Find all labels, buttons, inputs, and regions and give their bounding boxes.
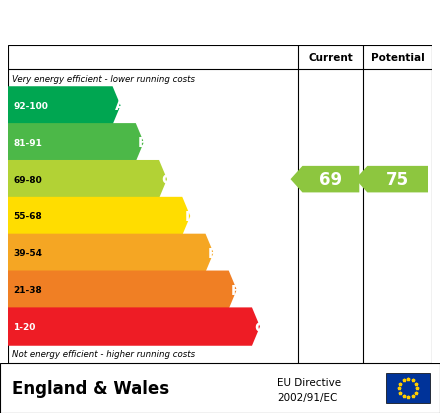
Text: D: D [184, 209, 196, 223]
Text: 81-91: 81-91 [13, 138, 42, 147]
Text: 55-68: 55-68 [13, 212, 42, 221]
Polygon shape [356, 166, 428, 193]
Text: F: F [231, 283, 240, 297]
Text: Not energy efficient - higher running costs: Not energy efficient - higher running co… [12, 350, 195, 358]
Text: Potential: Potential [371, 53, 425, 63]
Text: 1-20: 1-20 [13, 322, 35, 331]
Bar [386, 373, 430, 403]
Polygon shape [8, 124, 144, 162]
Polygon shape [8, 161, 167, 199]
Text: Current: Current [308, 53, 353, 63]
Polygon shape [8, 234, 213, 273]
Text: EU Directive: EU Directive [277, 377, 341, 387]
Text: 2002/91/EC: 2002/91/EC [277, 392, 337, 402]
Text: England & Wales: England & Wales [12, 379, 169, 397]
Polygon shape [290, 166, 359, 193]
Text: G: G [254, 320, 265, 334]
Polygon shape [8, 87, 121, 125]
Polygon shape [8, 271, 237, 309]
Text: Energy Efficiency Rating: Energy Efficiency Rating [76, 13, 364, 33]
Text: B: B [138, 136, 148, 150]
Text: 69-80: 69-80 [13, 175, 42, 184]
Text: A: A [114, 99, 125, 113]
Text: 69: 69 [319, 171, 342, 189]
Text: 92-100: 92-100 [13, 102, 48, 111]
Polygon shape [8, 308, 260, 346]
Text: 21-38: 21-38 [13, 285, 42, 294]
Polygon shape [8, 197, 190, 235]
Text: C: C [161, 173, 171, 187]
Text: E: E [208, 246, 217, 260]
Text: 75: 75 [386, 171, 409, 189]
Text: 39-54: 39-54 [13, 249, 42, 258]
Text: Very energy efficient - lower running costs: Very energy efficient - lower running co… [12, 74, 195, 83]
